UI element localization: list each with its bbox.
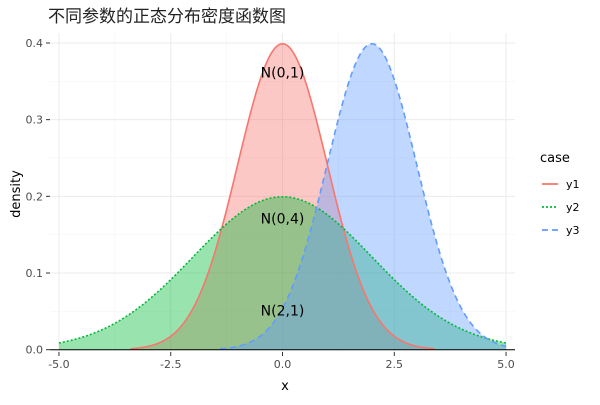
legend-item-y3: y3 xyxy=(540,221,580,239)
annotation-label: N(2,1) xyxy=(261,303,305,319)
y-tick-label: 0.0 xyxy=(26,344,44,357)
y-axis-title: density xyxy=(9,170,24,218)
x-tick-label: 5.0 xyxy=(497,358,515,371)
y-tick-label: 0.4 xyxy=(26,37,44,50)
legend-label: y3 xyxy=(566,224,580,237)
x-axis-ticks: -5.0 -2.5 0.0 2.5 5.0 xyxy=(48,352,515,371)
legend: case y1 y2 y3 xyxy=(540,151,580,239)
y-tick-label: 0.2 xyxy=(26,190,44,203)
area-y3 xyxy=(219,43,507,350)
y-tick-label: 0.1 xyxy=(26,267,44,280)
line-y2 xyxy=(58,195,507,344)
legend-label: y1 xyxy=(566,178,580,191)
legend-item-y1: y1 xyxy=(540,175,580,193)
y-axis-ticks: 0.0 0.1 0.2 0.3 0.4 xyxy=(26,37,50,357)
legend-label: y2 xyxy=(566,201,580,214)
y-tick-label: 0.3 xyxy=(26,114,44,127)
line-y1 xyxy=(130,42,435,350)
legend-title: case xyxy=(540,151,570,166)
line-y3 xyxy=(219,43,507,350)
x-axis-title: x xyxy=(281,379,289,394)
x-tick-label: 0.0 xyxy=(274,358,292,371)
x-tick-label: -2.5 xyxy=(160,358,181,371)
legend-item-y2: y2 xyxy=(540,198,580,216)
density-lines xyxy=(58,42,507,350)
x-tick-label: -5.0 xyxy=(48,358,69,371)
x-tick-label: 2.5 xyxy=(386,358,404,371)
chart-title: 不同参数的正态分布密度函数图 xyxy=(48,7,286,27)
annotations: N(0,1) N(0,4) N(2,1) xyxy=(261,66,305,320)
area-y2 xyxy=(58,196,507,350)
annotation-label: N(0,1) xyxy=(261,66,305,82)
legend-key-background xyxy=(540,221,560,239)
annotation-label: N(0,4) xyxy=(261,211,305,227)
